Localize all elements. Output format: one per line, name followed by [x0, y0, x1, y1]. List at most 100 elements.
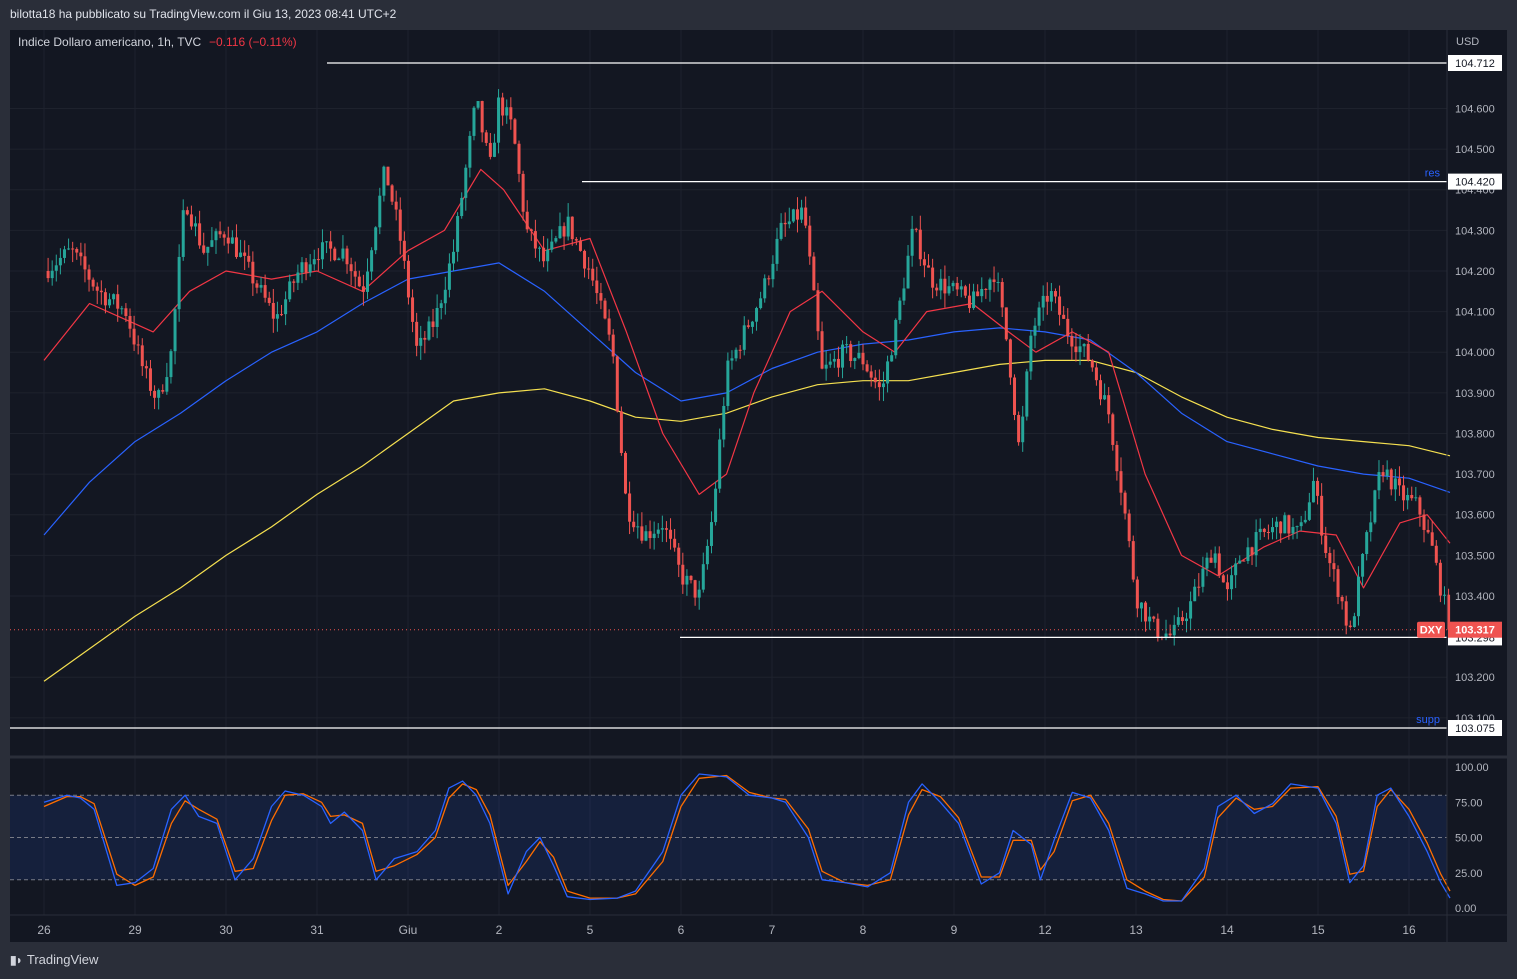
candle-body — [484, 132, 488, 143]
candle-body — [1250, 547, 1254, 556]
candle-body — [779, 222, 783, 239]
candle-body — [1029, 335, 1033, 372]
candle-body — [931, 267, 935, 288]
candle-body — [1139, 602, 1143, 609]
legend-symbol: Indice Dollaro americano, 1h, TVC — [18, 35, 202, 49]
candle-body — [378, 195, 382, 228]
candle-body — [955, 282, 959, 290]
candle-body — [771, 263, 775, 280]
candle-body — [1291, 526, 1295, 534]
legend-change: −0.116 (−0.11%) — [209, 35, 297, 49]
footer-brand: TradingView — [26, 952, 99, 967]
candle-body — [251, 261, 255, 284]
time-axis[interactable]: 26 29 30 31 Giu 2 5 6 7 8 9 12 13 14 15 16 — [37, 923, 1416, 937]
candle-body — [353, 271, 357, 277]
candle-body — [890, 355, 894, 362]
candle-body — [406, 260, 410, 298]
candle-body — [1348, 625, 1352, 627]
candle-body — [1103, 395, 1107, 400]
candle-body — [767, 278, 771, 280]
candle-body — [1148, 616, 1152, 622]
candle-body — [169, 351, 173, 378]
candle-body — [967, 295, 971, 309]
horizontal-levels[interactable]: res supp — [10, 62, 1447, 729]
candle-body — [1209, 557, 1213, 563]
candle-body — [763, 278, 767, 299]
price-axis[interactable]: 104.600104.500104.400104.300104.200104.1… — [1448, 55, 1502, 736]
candle-body — [976, 291, 980, 297]
candle-body — [664, 528, 668, 530]
candle-body — [1311, 480, 1315, 503]
footer[interactable]: ▮◗ TradingView — [10, 952, 98, 967]
candle-body — [390, 185, 394, 202]
candle-body — [255, 283, 259, 288]
candle-body — [1099, 380, 1103, 400]
candle-body — [472, 107, 476, 136]
candle-body — [1225, 582, 1229, 590]
candle-body — [1094, 367, 1098, 381]
candle-body — [746, 325, 750, 327]
candle-body — [1045, 295, 1049, 302]
candle-body — [1058, 296, 1062, 315]
candle-body — [46, 270, 50, 279]
level-tag: res — [1425, 168, 1441, 180]
level-price-label: 104.420 — [1455, 177, 1495, 189]
time-tick-label: 15 — [1311, 923, 1325, 937]
candle-body — [288, 281, 292, 300]
candle-body — [1021, 416, 1025, 443]
candle-body — [124, 308, 128, 317]
candle-body — [935, 287, 939, 291]
candle-body — [357, 276, 361, 287]
candle-body — [775, 238, 779, 264]
candle-body — [849, 344, 853, 362]
candle-body — [1013, 377, 1017, 415]
candle-body — [574, 239, 578, 241]
candle-body — [1328, 553, 1332, 564]
candle-body — [1107, 395, 1111, 415]
time-tick-label: 30 — [219, 923, 233, 937]
candle-body — [1004, 307, 1008, 340]
candle-body — [1275, 521, 1279, 528]
price-grid — [10, 30, 1447, 915]
price-tick-label: 104.100 — [1455, 307, 1495, 319]
candle-body — [210, 240, 214, 247]
candle-body — [325, 241, 329, 243]
candle-body — [480, 101, 484, 133]
oscillator-pane[interactable]: 100.00 75.00 50.00 25.00 0.00 — [10, 762, 1489, 915]
candle-body — [1156, 618, 1160, 637]
candle-body — [853, 358, 857, 362]
attribution-text: bilotta18 ha pubblicato su TradingView.c… — [10, 7, 397, 21]
candle-body — [1361, 553, 1365, 577]
price-tick-label: 103.400 — [1455, 591, 1495, 603]
candle-body — [1041, 295, 1045, 308]
candle-body — [103, 292, 107, 306]
candle-body — [1193, 586, 1197, 602]
level-price-label: 104.712 — [1455, 58, 1495, 70]
candle-body — [239, 252, 243, 257]
candle-body — [128, 316, 132, 329]
candle-body — [214, 231, 218, 241]
candle-body — [1447, 594, 1451, 630]
legend[interactable]: Indice Dollaro americano, 1h, TVC −0.116… — [18, 35, 297, 49]
candle-body — [525, 211, 529, 230]
candle-body — [1131, 541, 1135, 580]
candle-body — [1074, 346, 1078, 353]
candle-body — [1180, 617, 1184, 622]
candle-body — [132, 328, 136, 345]
candle-body — [492, 142, 496, 157]
candle-body — [1414, 497, 1418, 499]
candle-body — [345, 248, 349, 265]
candle-body — [877, 382, 881, 388]
candle-body — [419, 337, 423, 346]
candle-body — [812, 256, 816, 291]
candle-body — [1152, 616, 1156, 619]
candle-body — [259, 285, 263, 288]
price-pane[interactable]: res supp — [10, 30, 1451, 915]
candle-body — [963, 286, 967, 296]
candle-body — [1123, 492, 1127, 514]
candle-body — [333, 248, 337, 261]
candle-body — [750, 321, 754, 327]
price-tick-label: 103.700 — [1455, 469, 1495, 481]
candle-body — [439, 303, 443, 308]
